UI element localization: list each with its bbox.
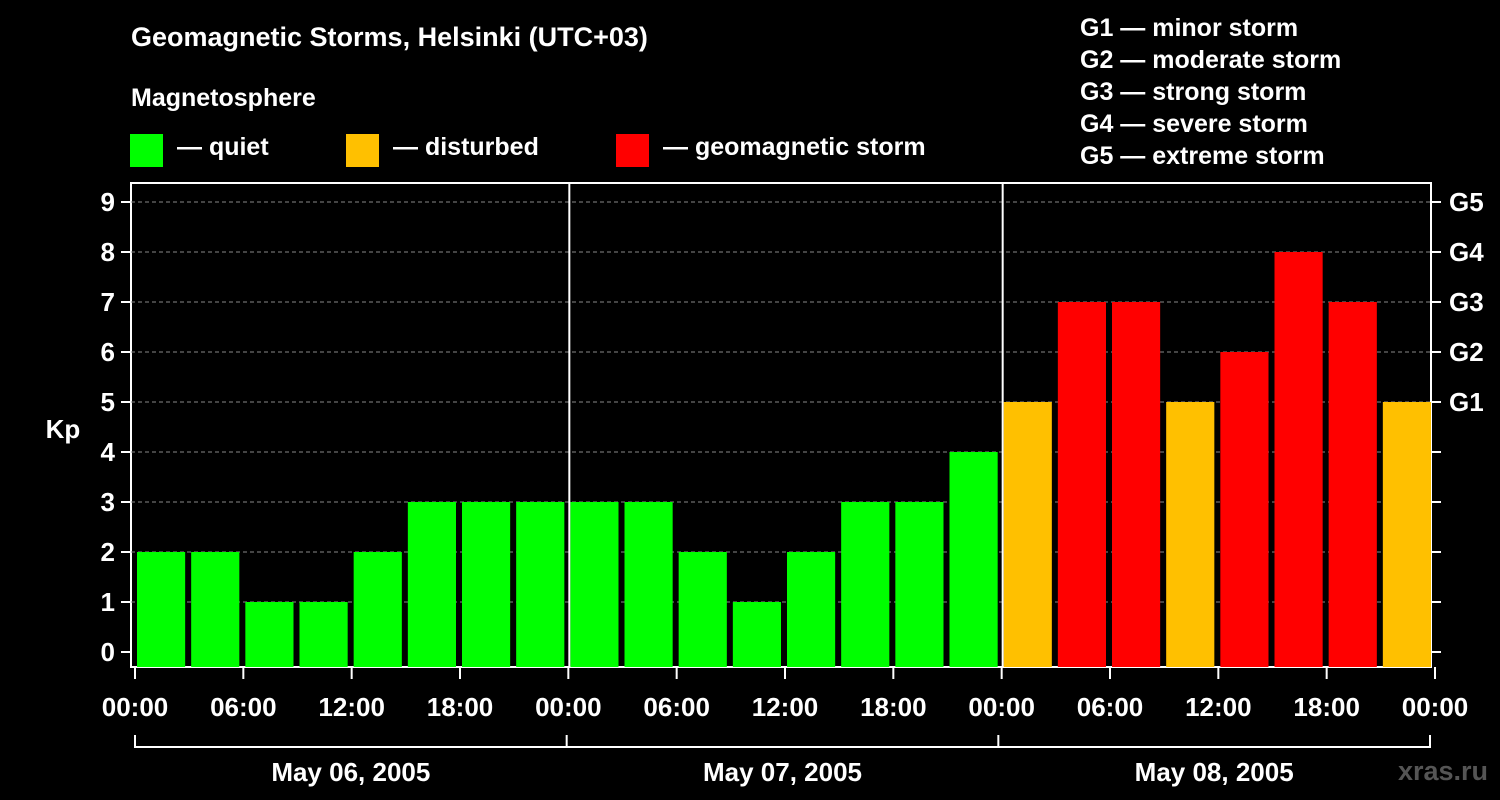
legend-label-quiet: — quiet (177, 133, 269, 161)
kp-bar (570, 502, 619, 667)
kp-bar (787, 552, 836, 667)
kp-bar (841, 502, 890, 667)
y-tick-label: 5 (101, 387, 115, 417)
kp-bar (191, 552, 240, 667)
g-scale-g2: G2 — moderate storm (1080, 46, 1342, 74)
y-tick-label: 1 (101, 587, 115, 617)
kp-bar (299, 602, 348, 667)
g-scale-g5: G5 — extreme storm (1080, 142, 1325, 170)
y-tick-label: 4 (101, 437, 116, 467)
x-tick-label: 06:00 (210, 692, 277, 722)
kp-bar (1220, 352, 1269, 667)
g-axis-label: G1 (1449, 387, 1484, 417)
y-tick-label: 0 (101, 637, 115, 667)
kp-bar (1112, 302, 1161, 667)
legend-label-storm: — geomagnetic storm (663, 133, 926, 161)
kp-bar (462, 502, 511, 667)
x-tick-label: 06:00 (1077, 692, 1144, 722)
x-tick-label: 12:00 (1185, 692, 1252, 722)
g-scale-g4: G4 — severe storm (1080, 110, 1308, 138)
kp-bar (1382, 402, 1431, 667)
x-tick-label: 00:00 (1402, 692, 1469, 722)
x-tick-label: 12:00 (318, 692, 385, 722)
x-tick-label: 00:00 (102, 692, 169, 722)
kp-bar (895, 502, 944, 667)
day-label: May 06, 2005 (271, 757, 430, 787)
legend-swatch-disturbed (346, 134, 379, 167)
kp-bar (624, 502, 673, 667)
x-tick-label: 12:00 (752, 692, 819, 722)
kp-bar (1057, 302, 1106, 667)
kp-bar (353, 552, 402, 667)
kp-bar (732, 602, 781, 667)
x-tick-label: 18:00 (1293, 692, 1360, 722)
day-label: May 07, 2005 (703, 757, 862, 787)
chart-title: Geomagnetic Storms, Helsinki (UTC+03) (131, 22, 648, 52)
kp-bar (678, 552, 727, 667)
x-tick-label: 00:00 (968, 692, 1035, 722)
g-axis-label: G5 (1449, 187, 1484, 217)
legend-swatch-quiet (130, 134, 163, 167)
x-tick-label: 18:00 (427, 692, 494, 722)
g-scale-g1: G1 — minor storm (1080, 14, 1299, 42)
kp-bar (245, 602, 294, 667)
watermark: xras.ru (1397, 756, 1488, 786)
legend-label-disturbed: — disturbed (393, 133, 539, 161)
y-tick-label: 7 (101, 287, 115, 317)
g-axis-label: G2 (1449, 337, 1484, 367)
day-label: May 08, 2005 (1135, 757, 1294, 787)
y-tick-label: 9 (101, 187, 115, 217)
kp-bar (407, 502, 456, 667)
g-axis-label: G4 (1449, 237, 1484, 267)
x-tick-label: 18:00 (860, 692, 927, 722)
y-axis-label: Kp (46, 414, 81, 444)
kp-bar (137, 552, 186, 667)
y-tick-label: 2 (101, 537, 115, 567)
y-tick-label: 3 (101, 487, 115, 517)
g-scale-g3: G3 — strong storm (1080, 78, 1307, 106)
kp-bar (1328, 302, 1377, 667)
legend-swatch-storm (616, 134, 649, 167)
y-tick-label: 6 (101, 337, 115, 367)
kp-bar (1166, 402, 1215, 667)
y-tick-label: 8 (101, 237, 115, 267)
x-tick-label: 06:00 (643, 692, 710, 722)
kp-bar (1274, 252, 1323, 667)
kp-bar (1003, 402, 1052, 667)
magnetosphere-label: Magnetosphere (131, 84, 316, 112)
kp-bar (516, 502, 565, 667)
x-tick-label: 00:00 (535, 692, 602, 722)
kp-bar (949, 452, 998, 667)
g-axis-label: G3 (1449, 287, 1484, 317)
